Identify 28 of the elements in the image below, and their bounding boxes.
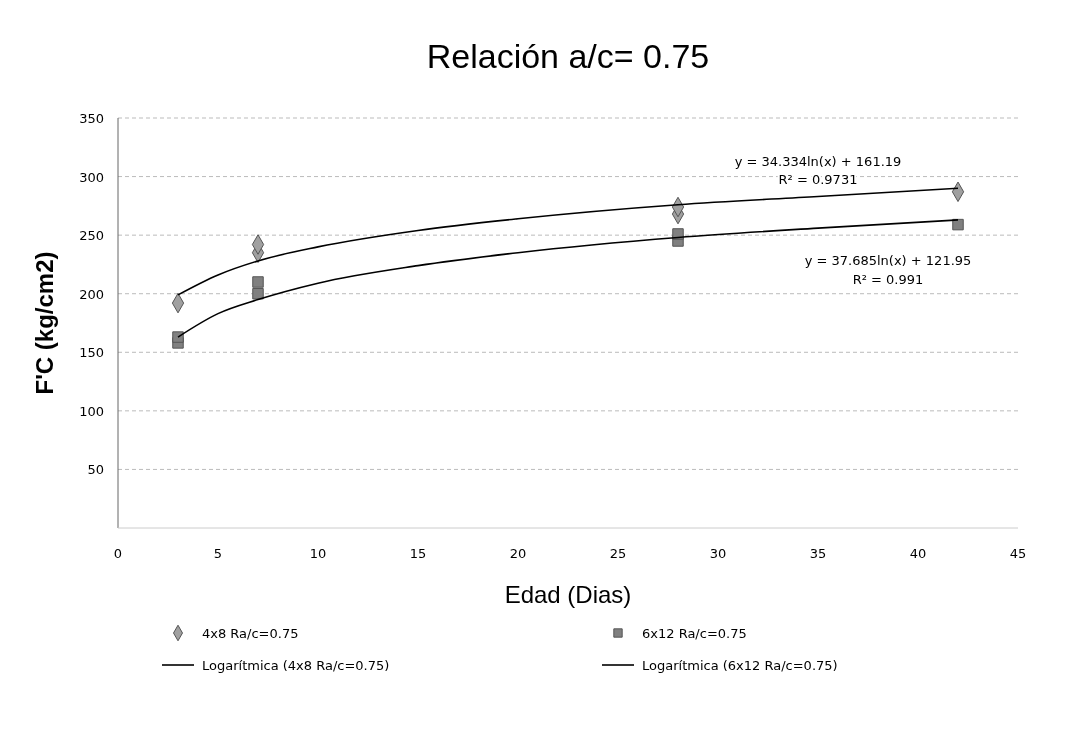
x-tick-label: 35	[809, 546, 827, 561]
x-tick-label: 10	[309, 546, 327, 561]
legend-label: 6x12 Ra/c=0.75	[642, 626, 747, 641]
annotation: R² = 0.991	[852, 272, 924, 287]
annotation: R² = 0.9731	[778, 172, 858, 187]
x-tick-label: 25	[609, 546, 627, 561]
x-tick-label: 0	[113, 546, 123, 561]
x-axis-title: Edad (Dias)	[504, 581, 632, 608]
x-tick-label: 5	[213, 546, 223, 561]
legend-label: Logarítmica (6x12 Ra/c=0.75)	[642, 658, 838, 673]
y-tick-label: 200	[79, 286, 104, 302]
y-tick-label: 150	[79, 345, 104, 361]
y-tick-label: 300	[79, 169, 104, 185]
legend-label: 4x8 Ra/c=0.75	[202, 626, 299, 641]
x-tick-label: 30	[709, 546, 727, 561]
y-axis-title: F'C (kg/cm2)	[31, 251, 58, 395]
annotation: y = 37.685ln(x) + 121.95	[804, 253, 972, 268]
x-tick-label: 15	[409, 546, 427, 561]
y-tick-label: 350	[79, 111, 104, 126]
legend-label: Logarítmica (4x8 Ra/c=0.75)	[202, 658, 390, 673]
y-tick-label: 50	[87, 462, 104, 478]
x-tick-label: 45	[1009, 546, 1027, 561]
chart-title: Relación a/c= 0.75	[426, 37, 710, 75]
x-tick-label: 40	[909, 546, 927, 561]
y-tick-label: 250	[79, 228, 104, 244]
y-tick-label: 100	[79, 403, 104, 419]
x-tick-label: 20	[509, 546, 527, 561]
annotation: y = 34.334ln(x) + 161.19	[734, 154, 902, 169]
